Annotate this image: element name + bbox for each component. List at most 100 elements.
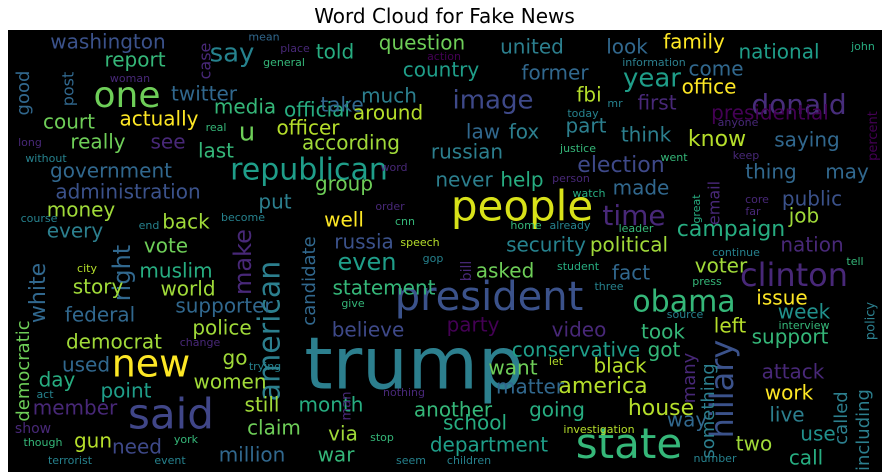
word-terrorist: terrorist (48, 454, 93, 467)
word-email: email (705, 181, 724, 225)
word-information: information (622, 56, 686, 69)
word-core: core (745, 193, 769, 206)
word-make: make (229, 229, 257, 295)
word-use: use (800, 422, 835, 446)
word-go: go (223, 346, 248, 370)
word-mean: mean (248, 31, 279, 44)
word-student: student (557, 260, 600, 273)
word-still: still (245, 393, 280, 417)
word-bill: bill (459, 261, 475, 282)
word-world: world (160, 277, 215, 301)
word-time: time (602, 199, 665, 232)
word-york: york (174, 433, 199, 446)
word-country: country (403, 58, 480, 82)
word-home: home (510, 219, 541, 232)
word-support: support (752, 325, 829, 349)
word-put: put (258, 190, 291, 214)
word-image: image (453, 86, 534, 116)
word-woman: woman (110, 72, 150, 85)
word-something: something (698, 363, 719, 458)
word-even: even (338, 248, 397, 276)
word-federal: federal (65, 303, 135, 327)
word-conservative: conservative (512, 338, 641, 362)
word-course: course (21, 212, 58, 225)
word-good: good (13, 71, 34, 116)
word-today: today (567, 107, 599, 120)
word-mr: mr (607, 97, 623, 110)
word-office: office (682, 75, 737, 99)
word-part: part (565, 114, 606, 138)
word-first: first (637, 91, 676, 115)
word-president: president (395, 274, 584, 320)
word-way: way (667, 408, 708, 432)
word-obama: obama (632, 285, 735, 320)
word-trump: trump (304, 322, 523, 406)
word-security: security (506, 233, 586, 257)
word-tell: tell (846, 255, 863, 268)
word-including: including (853, 389, 874, 471)
word-told: told (316, 40, 354, 64)
word-asked: asked (476, 259, 535, 283)
word-work: work (765, 381, 814, 405)
word-never: never (435, 168, 493, 192)
word-two: two (736, 432, 772, 456)
word-think: think (621, 123, 672, 147)
word-really: really (70, 130, 125, 154)
word-every: every (47, 219, 104, 243)
word-official: official (284, 98, 350, 122)
word-issue: issue (756, 286, 807, 310)
word-general: general (263, 56, 305, 69)
word-back: back (162, 210, 210, 234)
word-money: money (47, 198, 116, 222)
word-post: post (59, 72, 78, 107)
word-order: order (375, 200, 405, 213)
word-give: give (341, 297, 365, 310)
word-press: press (692, 275, 722, 288)
word-keep: keep (733, 149, 760, 162)
word-political: political (590, 233, 668, 257)
word-number: number (694, 452, 737, 465)
word-nation: nation (780, 233, 843, 257)
word-great: great (690, 194, 703, 224)
chart-title: Word Cloud for Fake News (314, 4, 575, 28)
word-call: call (789, 446, 823, 470)
word-justice: justice (559, 142, 596, 155)
word-government: government (50, 159, 172, 183)
word-united: united (500, 35, 564, 59)
word-let: let (549, 355, 564, 368)
word-believe: believe (332, 318, 405, 342)
word-month: month (299, 393, 364, 417)
word-used: used (62, 353, 110, 377)
word-story: story (73, 275, 124, 299)
word-actually: actually (120, 107, 199, 131)
word-washington: washington (50, 31, 165, 54)
word-continue: continue (712, 246, 760, 259)
word-another: another (414, 398, 493, 422)
word-source: source (667, 308, 704, 321)
word-watch: watch (572, 187, 605, 200)
word-live: live (769, 403, 804, 427)
word-public: public (782, 187, 842, 211)
word-year: year (623, 64, 681, 94)
word-russia: russia (334, 230, 394, 254)
word-national: national (738, 40, 819, 64)
word-matter: matter (496, 375, 565, 399)
word-question: question (379, 31, 465, 55)
word-need: need (112, 435, 162, 459)
word-person: person (552, 172, 590, 185)
word-democratic: democratic (13, 320, 34, 421)
word-interview: interview (779, 319, 830, 332)
word-stop: stop (370, 431, 394, 444)
word-family: family (663, 31, 725, 54)
word-word: word (380, 161, 407, 174)
word-much: much (361, 84, 417, 108)
word-day: day (39, 368, 76, 392)
word-party: party (447, 313, 500, 337)
word-law: law (466, 120, 500, 144)
word-cnn: cnn (395, 215, 415, 228)
word-look: look (606, 35, 648, 59)
word-gop: gop (423, 252, 444, 265)
word-thing: thing (745, 160, 796, 184)
word-three: three (594, 280, 623, 293)
